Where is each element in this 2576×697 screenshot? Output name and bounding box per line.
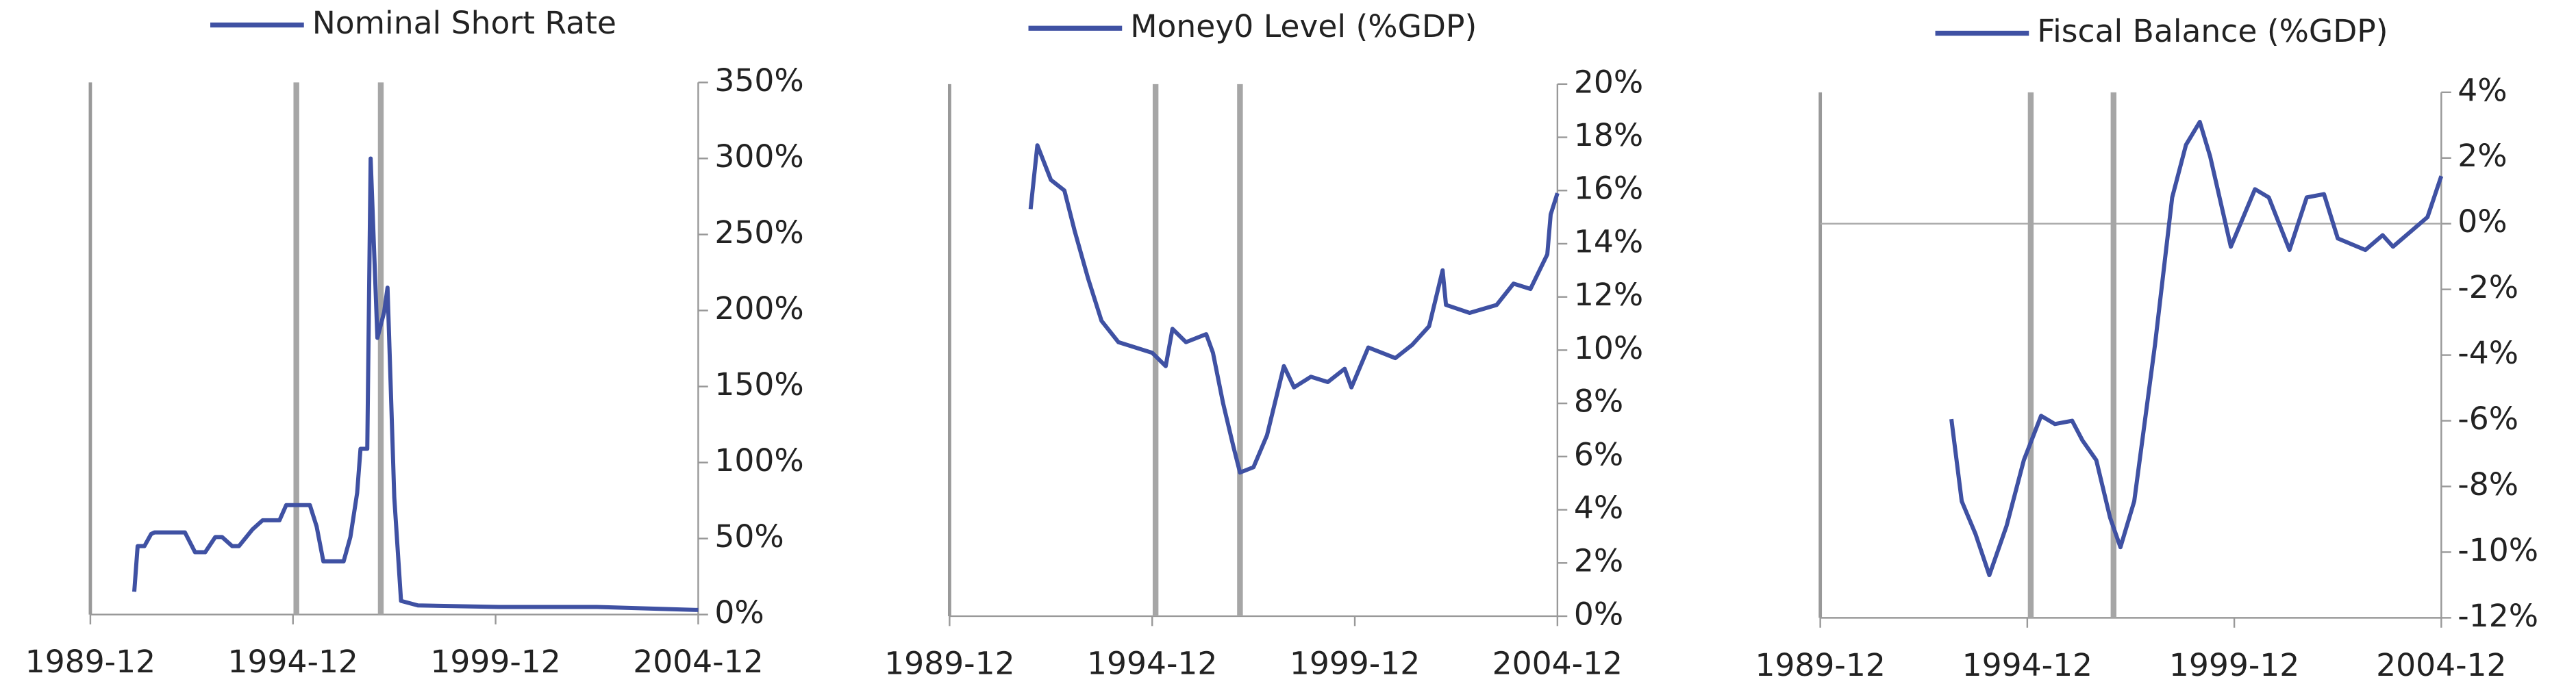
y-tick-label: -4% bbox=[2458, 335, 2518, 371]
x-tick-label: 2004-12 bbox=[1492, 645, 1623, 681]
x-tick-label: 1999-12 bbox=[430, 644, 560, 680]
y-tick-label: 0% bbox=[2458, 203, 2507, 240]
y-tick-label: -2% bbox=[2458, 269, 2518, 305]
legend-label: Fiscal Balance (%GDP) bbox=[2037, 13, 2388, 49]
y-tick-label: 2% bbox=[2458, 138, 2507, 174]
x-tick-label: 1994-12 bbox=[1962, 647, 2092, 683]
x-tick-label: 1989-12 bbox=[884, 645, 1014, 681]
y-tick-label: 200% bbox=[714, 290, 803, 327]
data-line bbox=[1028, 143, 1560, 475]
x-tick-label: 2004-12 bbox=[633, 644, 763, 680]
y-tick-label: 12% bbox=[1574, 277, 1643, 313]
y-tick-label: 20% bbox=[1574, 64, 1643, 100]
x-tick-label: 1999-12 bbox=[1290, 645, 1420, 681]
y-tick-label: 16% bbox=[1574, 170, 1643, 207]
y-tick-label: 350% bbox=[714, 62, 803, 99]
y-tick-label: -6% bbox=[2458, 401, 2518, 437]
data-line bbox=[1949, 119, 2444, 578]
y-tick-label: 4% bbox=[1574, 490, 1623, 526]
y-tick-label: 150% bbox=[714, 366, 803, 403]
y-tick-label: 100% bbox=[714, 442, 803, 479]
y-tick-label: -12% bbox=[2458, 598, 2538, 634]
y-tick-label: 250% bbox=[714, 214, 803, 251]
legend-label: Nominal Short Rate bbox=[312, 5, 616, 41]
x-tick-label: 1999-12 bbox=[2169, 647, 2299, 683]
data-line bbox=[132, 156, 699, 612]
y-tick-label: 8% bbox=[1574, 383, 1623, 420]
y-tick-label: 2% bbox=[1574, 543, 1623, 579]
y-tick-label: 18% bbox=[1574, 117, 1643, 153]
y-tick-label: -8% bbox=[2458, 466, 2518, 503]
y-tick-label: 50% bbox=[714, 518, 784, 555]
y-tick-label: -10% bbox=[2458, 532, 2538, 568]
x-tick-label: 1989-12 bbox=[1755, 647, 1885, 683]
y-tick-label: 0% bbox=[1574, 596, 1623, 632]
y-tick-label: 4% bbox=[2458, 72, 2507, 108]
x-tick-label: 1989-12 bbox=[25, 644, 155, 680]
y-tick-label: 14% bbox=[1574, 223, 1643, 259]
legend-label: Money0 Level (%GDP) bbox=[1130, 8, 1477, 45]
y-tick-label: 6% bbox=[1574, 436, 1623, 472]
x-tick-label: 1994-12 bbox=[1087, 645, 1217, 681]
y-tick-label: 10% bbox=[1574, 330, 1643, 366]
x-tick-label: 2004-12 bbox=[2376, 647, 2506, 683]
x-tick-label: 1994-12 bbox=[228, 644, 358, 680]
y-tick-label: 0% bbox=[714, 594, 764, 631]
y-tick-label: 300% bbox=[714, 138, 803, 175]
